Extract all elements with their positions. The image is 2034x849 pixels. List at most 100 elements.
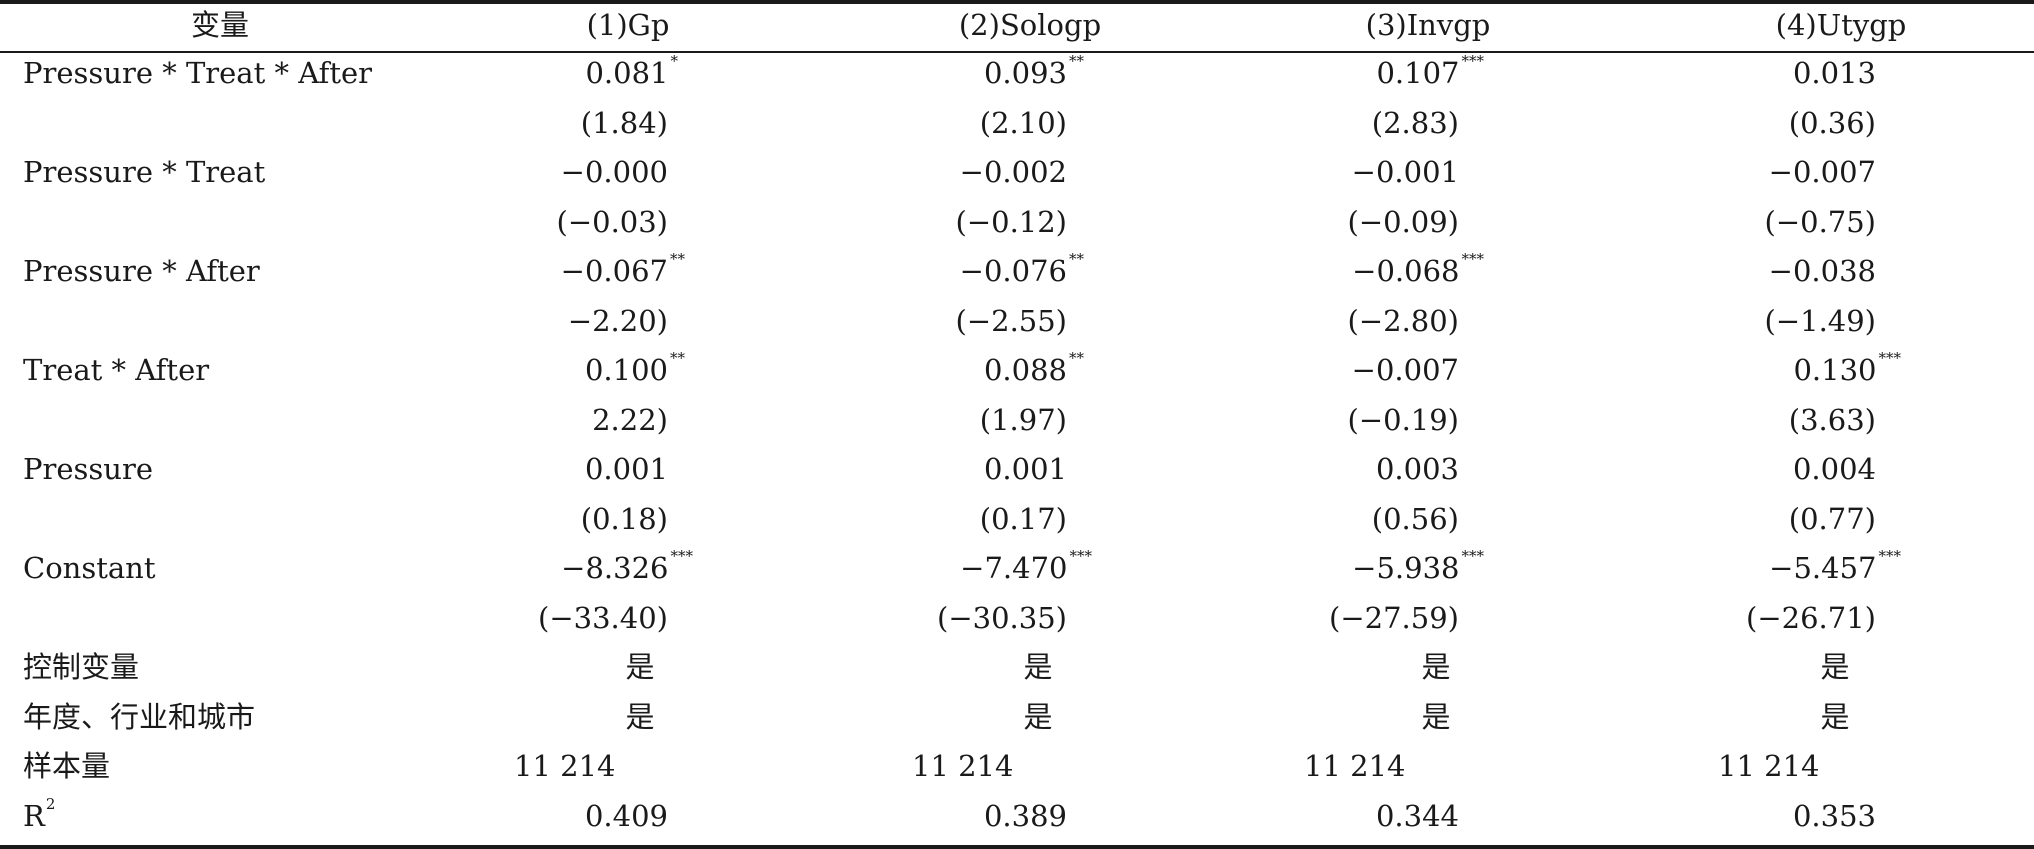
significance-stars: ***	[670, 547, 694, 565]
table-cell: (−0.75)	[1765, 207, 1877, 237]
row-label: Constant	[23, 551, 156, 585]
row-label: 控制变量	[23, 650, 140, 684]
header-col-3: (3)Invgp	[1365, 8, 1491, 42]
significance-stars: ***	[1461, 52, 1485, 70]
row-label: 年度、行业和城市	[23, 699, 256, 734]
table-cell: 0.088 **	[983, 351, 1084, 387]
table-cell: −8.326 ***	[561, 549, 693, 584]
table-cell: (2.83)	[1372, 108, 1459, 138]
table-cell: 0.001	[984, 454, 1067, 484]
cell-value: (−33.40)	[538, 600, 668, 635]
cell-value: −0.002	[959, 155, 1067, 189]
row-label: R2	[23, 796, 55, 833]
significance-stars: ***	[1461, 547, 1485, 565]
table-cell: −0.007	[1769, 157, 1876, 187]
significance-stars: **	[1069, 52, 1084, 70]
cell-value: (1.97)	[979, 402, 1067, 437]
cell-value: (1.84)	[580, 105, 668, 140]
cell-value: (0.17)	[979, 501, 1067, 536]
row-label: Pressure * Treat * After	[23, 56, 373, 90]
table-cell: −7.470 ***	[960, 549, 1092, 585]
cell-value: (0.18)	[580, 501, 668, 536]
table-cell: (−0.12)	[956, 207, 1068, 237]
table-cell: 是	[1421, 699, 1451, 734]
r-squared-exponent: 2	[45, 794, 56, 813]
table-cell: (−0.19)	[1348, 405, 1460, 435]
table-cell: 0.081 *	[585, 54, 678, 90]
cell-value: 2.22)	[592, 402, 668, 437]
table-cell: −0.038	[1769, 256, 1876, 286]
cell-value: 0.001	[584, 452, 668, 486]
table-cell: −0.001	[1352, 157, 1459, 187]
table-cell: −5.457 ***	[1769, 549, 1901, 585]
significance-stars: *	[670, 52, 679, 70]
table-cell: (3.63)	[1789, 405, 1876, 435]
cell-value: −0.007	[1768, 155, 1876, 189]
table-cell: 2.22)	[592, 405, 668, 435]
table-cell: (−1.49)	[1765, 306, 1877, 336]
table-cell: (−0.09)	[1348, 207, 1460, 237]
header-col-1: (1)Gp	[586, 8, 670, 42]
cell-value: −5.457	[1769, 551, 1877, 585]
table-cell: (0.17)	[980, 504, 1067, 534]
header-col-2: (2)Sologp	[958, 8, 1102, 42]
cell-value: (2.10)	[979, 105, 1067, 140]
significance-stars: **	[670, 349, 685, 367]
table-cell: (−26.71)	[1746, 603, 1876, 633]
cell-value: (−2.55)	[955, 303, 1068, 338]
r-squared-label: R	[23, 798, 45, 833]
cell-value: (0.77)	[1788, 501, 1876, 536]
cell-value: 0.107	[1376, 56, 1460, 90]
cell-value: −0.068	[1352, 254, 1460, 288]
cell-value: −7.470	[960, 551, 1068, 585]
cell-value: 0.001	[983, 452, 1067, 486]
table-bottom-rule	[0, 845, 2034, 849]
cell-value: 0.088	[983, 353, 1067, 387]
table-cell: (0.56)	[1372, 504, 1459, 534]
cell-value: (−0.75)	[1764, 204, 1877, 239]
table-cell: 0.003	[1376, 454, 1459, 484]
significance-stars: ***	[1878, 547, 1902, 565]
cell-value: 0.003	[1375, 452, 1459, 486]
row-label: Pressure * After	[23, 254, 260, 288]
cell-value: 0.130	[1793, 353, 1877, 387]
table-cell: 是	[1023, 650, 1053, 684]
table-cell: 0.107 ***	[1376, 54, 1484, 90]
significance-stars: ***	[1878, 349, 1902, 367]
table-cell: (−0.03)	[557, 207, 669, 237]
table-cell: 0.093 **	[983, 54, 1084, 90]
cell-value: (−0.19)	[1347, 402, 1460, 437]
table-cell: (0.77)	[1789, 504, 1876, 534]
cell-value: 0.093	[983, 56, 1067, 90]
table-cell: (−27.59)	[1329, 603, 1459, 633]
header-col-4: (4)Utygp	[1775, 8, 1907, 42]
cell-value: −2.20)	[567, 303, 668, 338]
table-cell: (2.10)	[980, 108, 1067, 138]
cell-value: 0.081	[585, 56, 669, 90]
table-cell: 0.004	[1793, 454, 1876, 484]
row-label: Treat * After	[23, 353, 210, 387]
significance-stars: **	[1069, 349, 1084, 367]
table-cell: −2.20)	[568, 306, 668, 336]
cell-value: 0.100	[584, 353, 668, 387]
table-cell: 是	[625, 699, 655, 734]
row-label: Pressure * Treat	[23, 155, 266, 189]
table-cell: 0.353	[1792, 798, 1876, 833]
table-cell: (0.36)	[1789, 108, 1876, 138]
table-cell: 11 214	[912, 749, 1014, 783]
table-cell: 0.100 **	[584, 351, 685, 387]
table-cell: −5.938 ***	[1352, 549, 1484, 584]
cell-value: (−26.71)	[1746, 600, 1876, 635]
cell-value: −0.076	[959, 254, 1067, 288]
cell-value: −0.038	[1768, 254, 1876, 288]
cell-value: (−0.09)	[1347, 204, 1460, 239]
table-cell: −0.000	[561, 157, 668, 187]
cell-value: (−2.80)	[1347, 303, 1460, 338]
table-cell: 0.013	[1793, 58, 1876, 88]
cell-value: −0.067	[560, 254, 668, 288]
table-cell: (1.84)	[581, 108, 668, 138]
table-cell: (0.18)	[581, 504, 668, 534]
table-cell: 0.344	[1375, 798, 1459, 833]
cell-value: (−0.12)	[955, 204, 1068, 239]
header-variable: 变量	[190, 8, 250, 42]
